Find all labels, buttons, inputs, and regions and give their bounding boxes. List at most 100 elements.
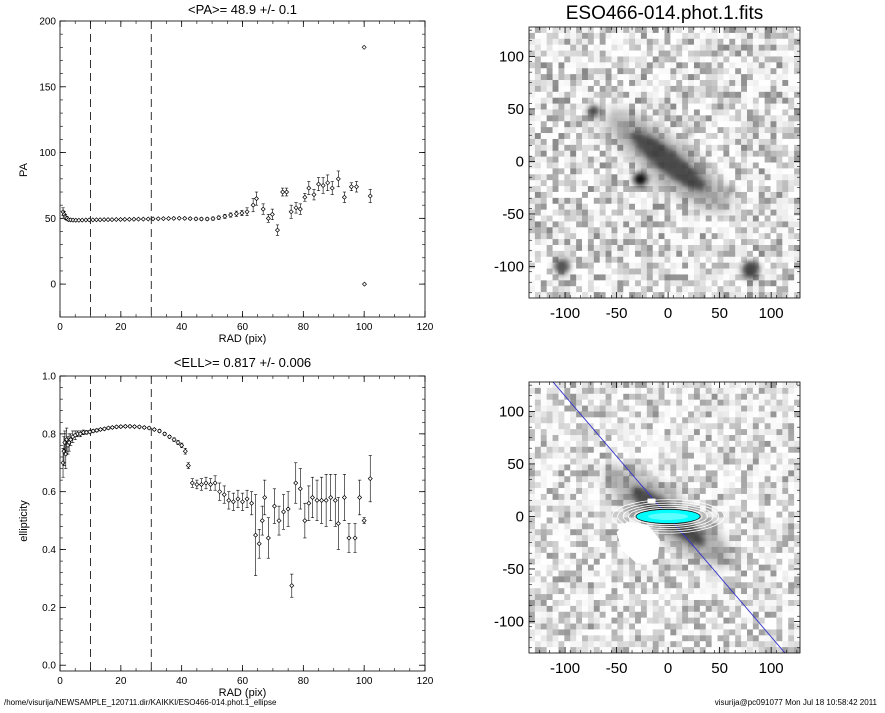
img2-pixel	[535, 624, 541, 630]
img2-pixel	[558, 594, 564, 600]
img1-pixel	[776, 274, 782, 280]
img2-pixel	[553, 635, 559, 641]
img2-pixel	[576, 453, 582, 459]
img1-pixel	[765, 139, 771, 145]
img2-pixel	[594, 506, 600, 512]
img2-pixel	[617, 382, 623, 388]
ell-point	[84, 430, 88, 434]
img2-pixel	[741, 453, 747, 459]
img1-pixel	[653, 33, 659, 39]
img2-pixel	[576, 565, 582, 571]
img2-pixel	[576, 588, 582, 594]
img2-pixel	[653, 453, 659, 459]
pa-point	[102, 218, 106, 222]
img1-pixel	[776, 157, 782, 163]
img2-pixel	[635, 629, 641, 635]
img2-pixel	[759, 435, 765, 441]
pa-plot-xlabel: RAD (pix)	[219, 333, 267, 345]
img2-pixel	[682, 494, 688, 500]
img1-pixel	[706, 239, 712, 245]
img2-pixel	[688, 394, 694, 400]
img1-pixel	[794, 292, 800, 298]
img2-pixel	[606, 594, 612, 600]
img2-pixel	[688, 429, 694, 435]
img1-pixel	[647, 274, 653, 280]
img2-pixel	[759, 559, 765, 565]
img1-pixel	[594, 163, 600, 169]
img1-pixel	[558, 62, 564, 68]
img1-pixel	[782, 227, 788, 233]
img2-pixel	[606, 453, 612, 459]
img1-pixel	[753, 115, 759, 121]
img2-pixel	[629, 624, 635, 630]
img2-pixel	[570, 494, 576, 500]
img2-pixel	[665, 388, 671, 394]
img1-pixel	[776, 257, 782, 263]
img1-pixel	[670, 104, 676, 110]
img2-pixel	[676, 464, 682, 470]
img1-pixel	[670, 62, 676, 68]
img1-pixel	[741, 139, 747, 145]
img1-pixel	[682, 269, 688, 275]
img2-pixel	[747, 624, 753, 630]
img2-pixel	[629, 635, 635, 641]
img2-pixel	[588, 600, 594, 606]
img2-pixel	[582, 488, 588, 494]
img1-pixel	[535, 33, 541, 39]
img1-pixel	[771, 139, 777, 145]
img2-pixel	[594, 588, 600, 594]
img1-pixel	[541, 251, 547, 257]
img2-pixel	[735, 429, 741, 435]
img1-pixel	[688, 233, 694, 239]
img2-pixel	[741, 606, 747, 612]
img2-pixel	[765, 435, 771, 441]
img2-pixel	[741, 394, 747, 400]
img1-pixel	[570, 186, 576, 192]
img1-pixel	[794, 221, 800, 227]
img2-pixel	[547, 518, 553, 524]
img1-pixel	[588, 62, 594, 68]
img2-pixel	[753, 641, 759, 647]
img2-pixel	[600, 512, 606, 518]
img1-pixel	[600, 274, 606, 280]
img2-pixel	[735, 435, 741, 441]
img1-pixel	[576, 92, 582, 98]
img1-pixel	[747, 98, 753, 104]
img1-pixel	[765, 245, 771, 251]
img1-pixel	[570, 239, 576, 245]
img2-pixel	[611, 553, 617, 559]
img1-pixel	[700, 121, 706, 127]
img1-pixel	[653, 204, 659, 210]
img2-pixel	[582, 518, 588, 524]
pa-point	[285, 190, 289, 194]
img1-pixel	[588, 245, 594, 251]
img2-pixel	[735, 411, 741, 417]
img1-pixel	[529, 98, 535, 104]
img1-pixel	[541, 204, 547, 210]
img1-pixel	[641, 286, 647, 292]
img2-pixel	[623, 594, 629, 600]
img2-pixel	[611, 571, 617, 577]
img1-pixel	[547, 198, 553, 204]
img1-pixel	[753, 104, 759, 110]
img1-pixel	[706, 257, 712, 263]
img2-pixel	[553, 441, 559, 447]
img1-pixel	[694, 39, 700, 45]
img1-pixel	[547, 157, 553, 163]
img1-pixel	[694, 145, 700, 151]
img2-pixel	[759, 600, 765, 606]
img1-pixel	[629, 233, 635, 239]
img1-pixel	[629, 33, 635, 39]
img1-pixel	[653, 27, 659, 33]
img2-pixel	[553, 482, 559, 488]
img2-pixel	[688, 629, 694, 635]
img2-pixel	[641, 406, 647, 412]
img1-pixel	[682, 121, 688, 127]
img2-pixel	[712, 429, 718, 435]
img1-pixel	[700, 27, 706, 33]
img1-pixel	[688, 251, 694, 257]
img2-pixel	[600, 529, 606, 535]
img2-pixel	[564, 476, 570, 482]
img2-pixel	[570, 582, 576, 588]
img2-pixel	[694, 582, 700, 588]
